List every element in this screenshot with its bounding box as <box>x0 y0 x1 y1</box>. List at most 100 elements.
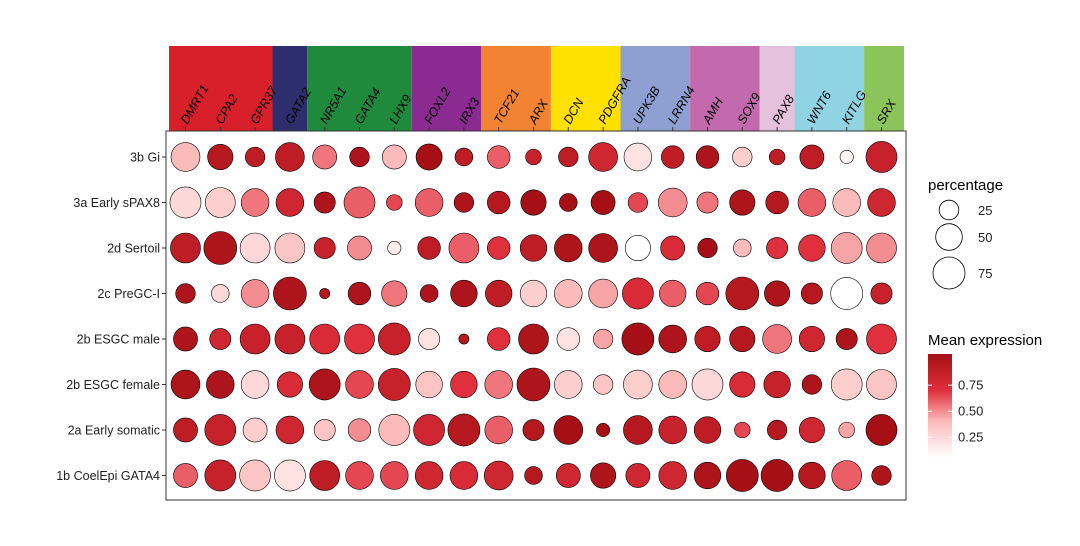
gene-group-band <box>794 46 865 131</box>
dot <box>657 187 688 218</box>
dot <box>239 323 271 355</box>
dot <box>204 459 237 492</box>
dot <box>487 145 511 169</box>
dot <box>696 191 719 214</box>
dot <box>695 145 720 169</box>
dot <box>627 192 649 213</box>
dot <box>418 328 441 350</box>
dot <box>830 277 864 310</box>
cell-type-label: 2d Sertoil <box>107 242 160 256</box>
dot <box>380 461 409 490</box>
dot <box>693 461 722 490</box>
dot <box>414 188 444 217</box>
dot <box>519 234 548 262</box>
dot <box>800 282 823 305</box>
dot <box>798 416 825 443</box>
color-legend-bar <box>928 354 952 458</box>
dot <box>524 466 543 485</box>
dot <box>240 370 270 399</box>
dot <box>765 190 789 215</box>
dot <box>343 186 376 219</box>
dot <box>245 146 266 168</box>
dot <box>554 370 583 399</box>
dot <box>799 144 825 170</box>
dot <box>866 369 897 400</box>
dot <box>484 415 513 445</box>
dot <box>209 328 232 350</box>
dot <box>485 279 513 308</box>
dot <box>764 280 791 307</box>
dot <box>693 416 722 444</box>
dot <box>274 232 306 264</box>
dot <box>558 146 579 168</box>
dot <box>554 279 583 308</box>
gene-group-band <box>307 46 412 131</box>
gene-group-band <box>169 46 273 131</box>
dot <box>623 415 653 445</box>
dot <box>377 368 411 401</box>
dot <box>732 146 753 168</box>
dot <box>519 279 548 308</box>
dot <box>556 327 580 351</box>
dot <box>274 323 306 355</box>
cell-type-label: 2a Early somatic <box>68 424 160 438</box>
dot <box>621 322 655 356</box>
dot <box>275 188 305 217</box>
dot <box>590 462 617 489</box>
dot <box>725 459 759 492</box>
dot <box>211 284 230 303</box>
dot <box>415 370 443 399</box>
dot <box>207 144 234 171</box>
dot <box>319 288 331 299</box>
dot <box>695 281 720 306</box>
dot <box>169 186 202 219</box>
gene-group-band <box>481 46 551 131</box>
dot <box>487 327 511 351</box>
dot <box>831 460 863 491</box>
cell-type-label: 2c PreGC-I <box>97 287 160 301</box>
dot <box>309 460 341 491</box>
dot <box>487 190 511 215</box>
cell-type-label: 3a Early sPAX8 <box>73 196 160 210</box>
dot <box>658 370 687 399</box>
dot <box>240 188 270 217</box>
dot <box>658 415 687 445</box>
dot <box>518 323 549 355</box>
dot <box>725 276 760 311</box>
cell-type-label: 2b ESGC female <box>66 378 160 392</box>
dot <box>313 237 336 259</box>
dot <box>415 143 443 171</box>
dot <box>525 148 542 166</box>
color-legend: Mean expression 0.75 0.50 0.25 <box>928 332 1042 458</box>
dot <box>832 188 861 217</box>
dot <box>313 191 336 214</box>
dot <box>206 370 235 399</box>
dot <box>170 232 201 264</box>
dot <box>622 277 654 310</box>
dot <box>734 421 751 439</box>
dot <box>554 233 583 263</box>
dot <box>450 370 478 399</box>
dot <box>866 232 897 264</box>
dot <box>871 465 892 486</box>
dot <box>447 413 481 447</box>
dot <box>381 280 408 307</box>
color-legend-label: 0.75 <box>958 378 983 393</box>
dot <box>838 421 855 439</box>
dot <box>768 148 786 166</box>
dot <box>386 194 403 211</box>
size-legend-label: 75 <box>978 266 992 281</box>
dot <box>659 279 687 308</box>
dot <box>553 415 584 445</box>
dot <box>766 237 789 259</box>
dot <box>239 232 271 264</box>
dot <box>625 463 651 488</box>
dot <box>387 241 402 255</box>
dot <box>173 417 198 443</box>
size-legend-title: percentage <box>928 177 1003 194</box>
dot <box>762 324 792 354</box>
plot-panel <box>165 130 907 501</box>
dot <box>623 142 653 172</box>
gene-group-band <box>550 46 621 131</box>
dot <box>345 370 374 399</box>
